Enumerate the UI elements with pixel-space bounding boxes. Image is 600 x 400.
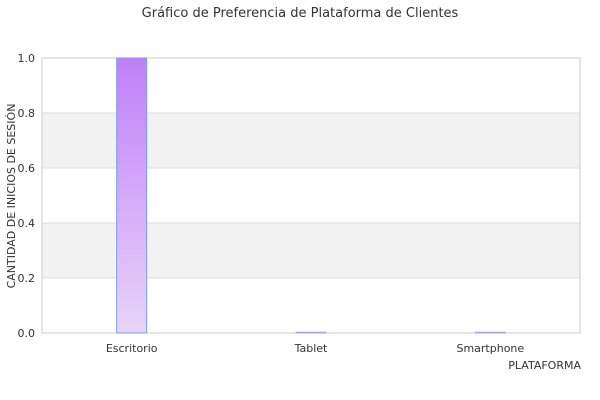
- y-axis-ticks: 0.0 0.2 0.4 0.6 0.8 1.0: [18, 52, 36, 340]
- x-axis-label: PLATAFORMA: [508, 359, 581, 372]
- y-axis-label: CANTIDAD DE INICIOS DE SESIÓN: [5, 104, 18, 289]
- bar-tablet: [295, 331, 327, 334]
- y-tick-label: 0.0: [18, 327, 36, 340]
- x-tick-label: Escritorio: [106, 342, 158, 355]
- bar-smartphone: [475, 331, 506, 334]
- y-tick-label: 0.2: [18, 272, 36, 285]
- bar-escritorio: [116, 57, 148, 334]
- x-tick-label: Smartphone: [456, 342, 524, 355]
- chart-title: Gráfico de Preferencia de Plataforma de …: [142, 6, 459, 21]
- y-tick-label: 0.4: [18, 217, 36, 230]
- y-tick-label: 1.0: [18, 52, 36, 65]
- x-tick-label: Tablet: [294, 342, 328, 355]
- y-tick-label: 0.8: [18, 107, 36, 120]
- x-axis-ticks: Escritorio Tablet Smartphone: [106, 342, 525, 355]
- bars: [116, 57, 506, 334]
- y-tick-label: 0.6: [18, 162, 36, 175]
